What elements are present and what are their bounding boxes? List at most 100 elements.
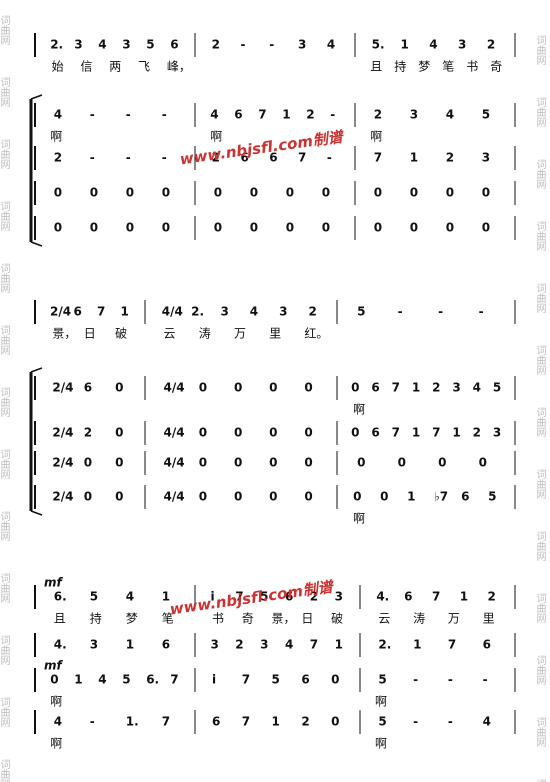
lyric: 峰， bbox=[167, 60, 191, 74]
note: 1 bbox=[335, 638, 343, 652]
note: 5 bbox=[272, 673, 280, 687]
side-watermark: 词曲网 bbox=[0, 15, 10, 46]
note: 1 bbox=[452, 426, 460, 440]
side-watermark: 词曲网 bbox=[0, 573, 10, 604]
note: 4 bbox=[285, 638, 293, 652]
lyric: 景， bbox=[52, 327, 76, 341]
note: 0 bbox=[234, 381, 242, 395]
note: 2 bbox=[473, 426, 481, 440]
note: - bbox=[126, 151, 131, 165]
note: 2 bbox=[487, 38, 495, 52]
note: 2 bbox=[212, 38, 220, 52]
group-bracket-bottom bbox=[30, 241, 43, 247]
note: - bbox=[162, 108, 167, 122]
note: 0 bbox=[410, 186, 418, 200]
note: 0 bbox=[446, 186, 454, 200]
note: - bbox=[162, 151, 167, 165]
lyric: 书 bbox=[212, 612, 224, 626]
note: 3 bbox=[493, 426, 501, 440]
note: - bbox=[269, 38, 274, 52]
note: - bbox=[448, 715, 453, 729]
note: 1 bbox=[121, 305, 129, 319]
note: - bbox=[240, 38, 245, 52]
lyric: 啊 bbox=[353, 512, 365, 526]
lyric: 始 bbox=[52, 60, 64, 74]
note: 5 bbox=[260, 590, 268, 604]
note: - bbox=[479, 305, 484, 319]
note: 0 bbox=[304, 426, 312, 440]
note: 4. bbox=[376, 590, 389, 604]
lyric: 啊 bbox=[50, 130, 62, 144]
note: 7 bbox=[392, 381, 400, 395]
note: 4/4 bbox=[164, 456, 185, 470]
note: 4 bbox=[98, 38, 106, 52]
note: 0 bbox=[331, 673, 339, 687]
lyric: 持 bbox=[394, 59, 406, 74]
lyric: 里 bbox=[483, 612, 495, 626]
note: 0 bbox=[304, 381, 312, 395]
note: - bbox=[438, 305, 443, 319]
note: - bbox=[126, 108, 131, 122]
note: 2. bbox=[191, 305, 204, 319]
note: 0 bbox=[331, 715, 339, 729]
lyric: 飞 bbox=[138, 60, 150, 74]
note: 0 bbox=[482, 186, 490, 200]
note: 7 bbox=[97, 305, 105, 319]
note: 0 bbox=[269, 456, 277, 470]
side-watermark: 词曲网 bbox=[0, 511, 10, 542]
note: 6. bbox=[54, 590, 67, 604]
side-watermark: 词曲网 bbox=[534, 407, 546, 438]
note: 2 bbox=[310, 590, 318, 604]
note: 0 bbox=[199, 381, 207, 395]
note: i bbox=[210, 590, 214, 604]
note: 0 bbox=[446, 221, 454, 235]
note: 4/4 bbox=[164, 426, 185, 440]
lyric: 奇 bbox=[242, 612, 254, 626]
note: 0 bbox=[50, 673, 58, 687]
side-watermark: 词曲网 bbox=[534, 97, 546, 128]
note: 2 bbox=[84, 426, 92, 440]
note: 0 bbox=[126, 221, 134, 235]
side-watermark: 词曲网 bbox=[534, 593, 546, 624]
note: 0 bbox=[250, 186, 258, 200]
note: 5 bbox=[378, 673, 386, 687]
note: 0 bbox=[199, 426, 207, 440]
note: 2 bbox=[301, 715, 309, 729]
note: 0 bbox=[304, 456, 312, 470]
note: - bbox=[327, 151, 332, 165]
side-watermark: 词曲网 bbox=[534, 655, 546, 686]
note: - bbox=[483, 673, 488, 687]
lyric: 云 bbox=[164, 327, 176, 341]
note: 2 bbox=[235, 638, 243, 652]
note: 3 bbox=[458, 38, 466, 52]
note: 0 bbox=[126, 186, 134, 200]
note: 0 bbox=[214, 186, 222, 200]
note: 0 bbox=[115, 381, 123, 395]
group-bracket-top bbox=[30, 94, 43, 100]
lyric: 里 bbox=[269, 327, 281, 341]
note: - bbox=[448, 673, 453, 687]
note: 4 bbox=[126, 590, 134, 604]
note: 2 bbox=[212, 151, 220, 165]
note: 0 bbox=[84, 490, 92, 504]
note: 4 bbox=[54, 108, 62, 122]
note: 4/4 bbox=[162, 305, 183, 319]
note: 2. bbox=[50, 38, 63, 52]
note: - bbox=[90, 108, 95, 122]
note: 6 bbox=[240, 151, 248, 165]
note: 7 bbox=[235, 590, 243, 604]
lyric: 笔 bbox=[442, 59, 454, 74]
note: 6 bbox=[162, 638, 170, 652]
lyric: 万 bbox=[234, 327, 246, 341]
note: 1 bbox=[126, 638, 134, 652]
side-watermark: 词曲网 bbox=[534, 221, 546, 252]
note: 4 bbox=[429, 38, 437, 52]
note: 1 bbox=[412, 426, 420, 440]
note: 4 bbox=[210, 108, 218, 122]
note: 0 bbox=[234, 456, 242, 470]
note: 0 bbox=[410, 221, 418, 235]
note: 7 bbox=[310, 638, 318, 652]
note: 6 bbox=[269, 151, 277, 165]
note: 0 bbox=[322, 186, 330, 200]
